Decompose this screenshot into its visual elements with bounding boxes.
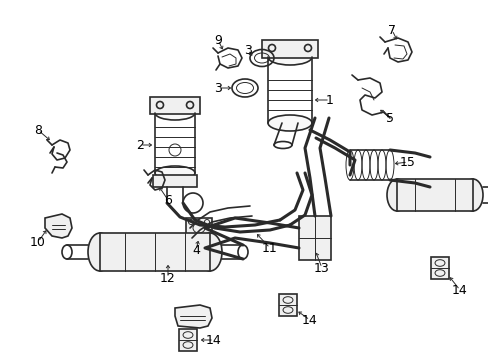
Ellipse shape	[88, 233, 112, 271]
Text: 10: 10	[30, 235, 46, 248]
Bar	[430, 257, 448, 279]
Text: 14: 14	[451, 284, 467, 297]
Bar	[179, 329, 197, 351]
Bar	[262, 40, 317, 58]
Text: 6: 6	[164, 194, 172, 207]
Text: 14: 14	[302, 314, 317, 327]
Bar	[100, 233, 209, 271]
Ellipse shape	[386, 179, 406, 211]
Ellipse shape	[198, 233, 222, 271]
Polygon shape	[45, 214, 72, 238]
Polygon shape	[175, 305, 212, 328]
Text: 3: 3	[244, 44, 251, 57]
Text: 14: 14	[206, 333, 222, 346]
Bar	[279, 294, 296, 316]
Text: 12: 12	[160, 271, 176, 284]
Text: 11: 11	[262, 242, 277, 255]
Ellipse shape	[155, 106, 195, 120]
Bar	[150, 97, 200, 114]
Text: 15: 15	[399, 156, 415, 168]
Text: 8: 8	[34, 123, 42, 136]
Ellipse shape	[267, 115, 311, 131]
Text: 13: 13	[313, 261, 329, 274]
Text: 9: 9	[214, 33, 222, 46]
Text: 2: 2	[136, 139, 143, 152]
Text: 4: 4	[192, 243, 200, 257]
Text: 5: 5	[385, 112, 393, 125]
Bar	[153, 175, 197, 187]
Ellipse shape	[462, 179, 482, 211]
Text: 1: 1	[325, 94, 333, 107]
Ellipse shape	[155, 166, 195, 180]
Bar	[298, 216, 330, 260]
Text: 7: 7	[387, 23, 395, 36]
Text: 3: 3	[214, 81, 222, 95]
Bar	[185, 218, 212, 238]
Bar	[396, 179, 472, 211]
Ellipse shape	[267, 49, 311, 65]
